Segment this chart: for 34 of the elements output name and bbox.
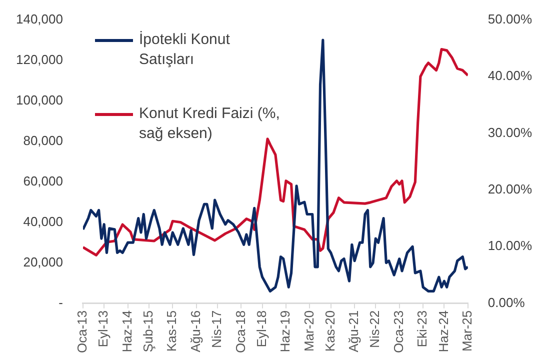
x-tick-label: Haz-14 [119,310,134,352]
x-tick-label: Nis-22 [367,310,382,348]
x-tick-label: Haz-19 [278,310,293,352]
legend-label: İpotekli Konut Satışları [139,30,231,70]
x-tick-label: Eyl-13 [96,310,111,348]
x-tick-label: Mar-25 [459,310,474,352]
y2-tick-label: 30.00% [488,124,532,140]
legend-label: Konut Kredi Faizi (%, sağ eksen) [139,104,281,144]
y-tick-label: - [58,294,63,310]
y-tick-label: 40,000 [23,214,63,229]
x-tick-label: Nis-17 [209,310,224,348]
y-tick-label: 60,000 [23,173,63,188]
x-tick-label: Kas-20 [322,310,338,352]
y2-tick-label: 20.00% [488,182,532,197]
x-tick-label: Eki-23 [414,310,430,348]
x-tick-label: Kas-15 [164,310,180,352]
x-tick-label: Mar-20 [301,310,316,352]
y-tick-label: 20,000 [23,254,63,270]
y2-tick-label: 50.00% [488,11,532,26]
x-tick-label: Eyl-18 [254,310,269,348]
y-tick-label: 80,000 [23,132,63,148]
x-tick-label: Şub-15 [140,310,156,352]
x-tick-label: Oca-23 [390,310,406,354]
x-tick-label: Oca-18 [232,310,248,354]
x-tick-label: Ağu-16 [188,310,203,352]
y2-tick-label: 0.00% [488,294,526,310]
x-tick-label: Ağu-21 [346,310,362,352]
y2-tick-label: 40.00% [488,68,532,84]
y-tick-label: 120,000 [16,52,63,67]
y-tick-label: 100,000 [16,92,63,108]
x-tick-label: Haz-24 [436,310,451,352]
y-tick-label: 140,000 [16,11,63,26]
x-tick-label: Oca-13 [74,310,90,354]
y2-tick-label: 10.00% [488,238,532,254]
